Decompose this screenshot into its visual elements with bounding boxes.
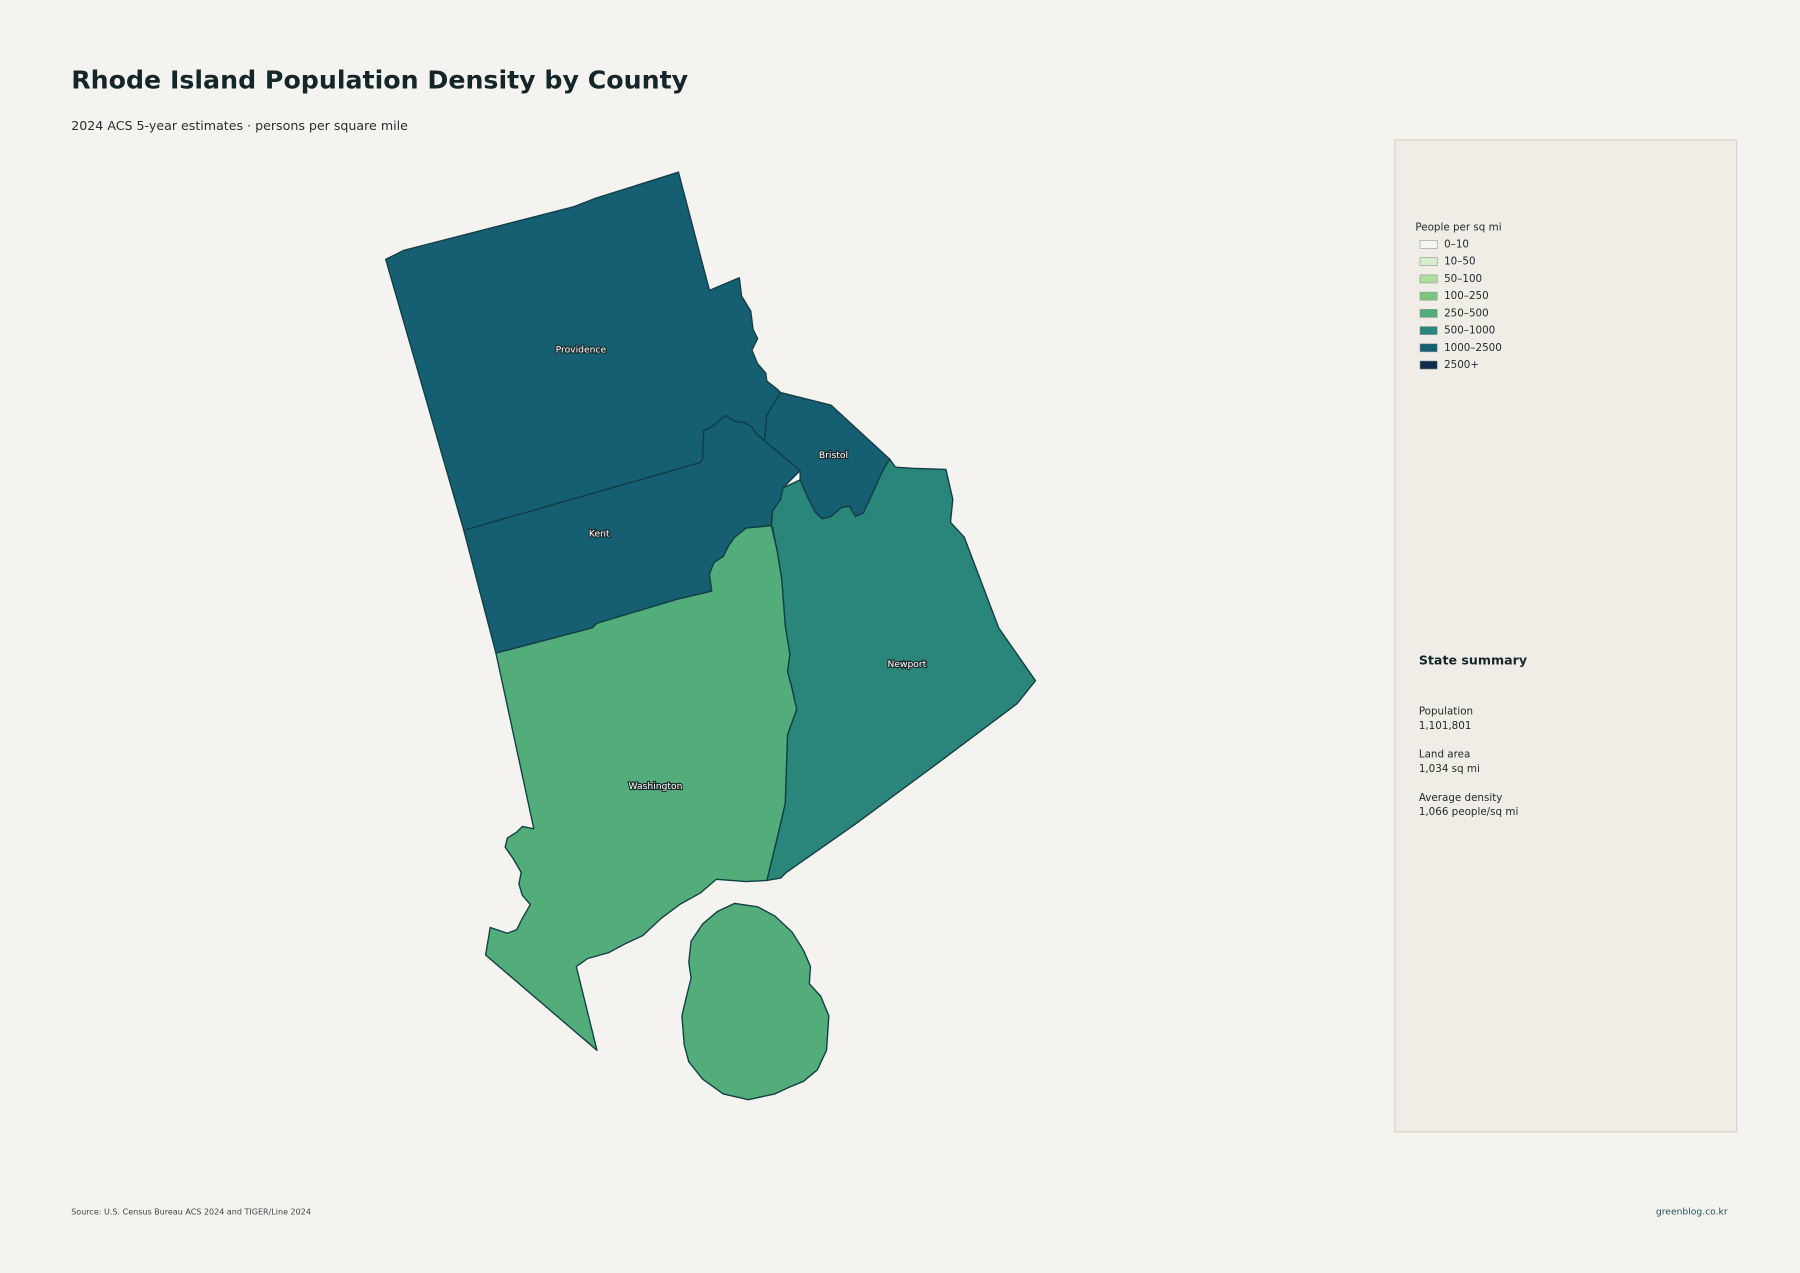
county [484,525,798,1051]
legend-title: People per sq mi [1415,221,1501,233]
legend-swatch [1419,291,1438,301]
source: Source: U.S. Census Bureau ACS 2024 and … [71,1208,311,1217]
summary-label: Average density [1419,792,1503,804]
map: Providence Kent Bristol Newport Washingt… [385,171,1037,1101]
legend-label: 10–50 [1444,256,1475,268]
county-label: Washington [629,781,683,792]
subtitle: 2024 ACS 5-year estimates · persons per … [71,118,408,133]
summary-value: 1,066 people/sq mi [1419,806,1519,818]
legend-swatch [1419,360,1438,370]
legend: 0–10 10–50 50–100 100–250 250–500 500–1000 100… [1419,238,1502,371]
summary-value: 1,101,801 [1419,720,1472,732]
summary-label: Population [1419,706,1473,718]
county-label: Bristol [819,450,848,461]
title: Rhode Island Population Density by Count… [71,65,688,94]
legend-label: 1000–2500 [1444,342,1502,354]
legend-swatch [1419,309,1438,318]
summary-value: 1,034 sq mi [1419,763,1480,775]
legend-label: 500–1000 [1444,325,1495,337]
legend-swatch [1419,257,1438,267]
county-label: Newport [887,659,926,670]
legend-label: 250–500 [1444,307,1489,319]
summary-label: Land area [1419,749,1471,761]
credit: greenblog.co.kr [1656,1207,1728,1218]
legend-swatch [1419,274,1438,284]
county-label: Providence [556,345,607,356]
legend-label: 50–100 [1444,273,1482,285]
county-island [681,902,830,1101]
side-panel [1394,139,1738,1133]
legend-swatch [1419,343,1438,353]
county-label: Kent [589,528,610,539]
legend-label: 100–250 [1444,290,1489,302]
summary-title: State summary [1419,653,1527,668]
legend-label: 2500+ [1444,359,1479,371]
legend-swatch [1419,240,1438,249]
legend-swatch [1419,326,1438,335]
legend-label: 0–10 [1444,238,1469,250]
summary: Population 1,101,801 Land area 1,034 sq mi A… [1419,706,1519,818]
